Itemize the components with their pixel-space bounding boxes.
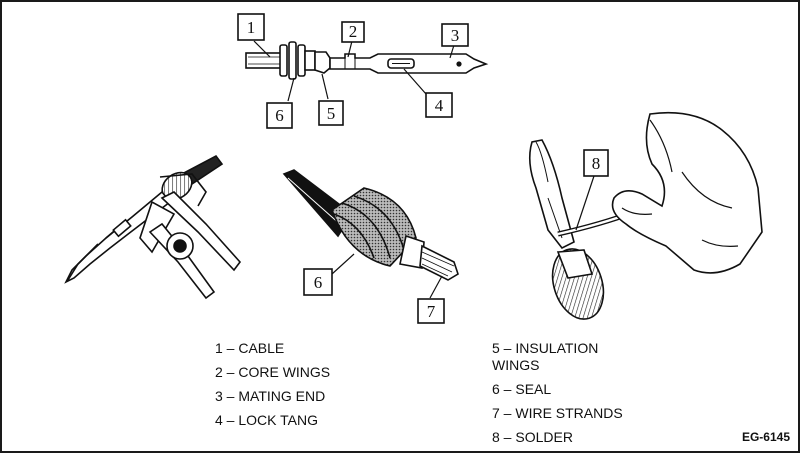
legend-item-cable: 1 – CABLE — [215, 340, 285, 356]
svg-text:7: 7 — [427, 302, 436, 321]
right-leader-line — [575, 175, 595, 231]
legend-right-column: 5 – INSULATION WINGS 6 – SEAL 7 – WIRE S… — [492, 340, 662, 451]
callout-3: 3 — [441, 23, 469, 47]
callout-6-top: 6 — [266, 102, 293, 129]
callout-2: 2 — [341, 21, 365, 43]
figure-code: EG-6145 — [741, 430, 790, 444]
callout-4: 4 — [425, 92, 453, 118]
legend-item-seal: 6 – SEAL — [492, 381, 552, 397]
pliers-cutting-illustration — [64, 154, 242, 300]
seal-drawing — [279, 41, 316, 80]
callout-1: 1 — [237, 13, 265, 41]
svg-text:1: 1 — [247, 18, 256, 37]
legend-item-core-wings: 2 – CORE WINGS — [215, 364, 331, 380]
legend-item-solder: 8 – SOLDER — [492, 429, 573, 445]
svg-text:6: 6 — [275, 106, 284, 125]
callout-8: 8 — [583, 149, 609, 177]
terminal-side-view — [245, 41, 489, 80]
top-leader-lines — [253, 40, 455, 102]
legend-item-mating-end: 3 – MATING END — [215, 388, 326, 404]
svg-text:3: 3 — [451, 26, 460, 45]
seal-on-wire-illustration — [282, 169, 459, 281]
legend-item-wire-strands: 7 – WIRE STRANDS — [492, 405, 623, 421]
callout-7: 7 — [417, 298, 445, 324]
legend-left-column: 1 – CABLE 2 – CORE WINGS 3 – MATING END … — [215, 340, 330, 436]
svg-text:8: 8 — [592, 154, 601, 173]
callout-5: 5 — [318, 100, 344, 126]
hand-soldering-illustration — [528, 111, 763, 320]
legend-item-insulation-wings: 5 – INSULATION WINGS — [492, 340, 599, 373]
callout-6-middle: 6 — [303, 268, 333, 296]
cable-drawing — [245, 52, 283, 69]
svg-text:2: 2 — [349, 22, 358, 41]
svg-text:4: 4 — [435, 96, 444, 115]
insulation-wings-drawing — [314, 51, 331, 74]
svg-text:5: 5 — [327, 104, 336, 123]
svg-text:6: 6 — [314, 273, 323, 292]
legend-item-lock-tang: 4 – LOCK TANG — [215, 412, 318, 428]
middle-leader-lines — [331, 253, 443, 299]
